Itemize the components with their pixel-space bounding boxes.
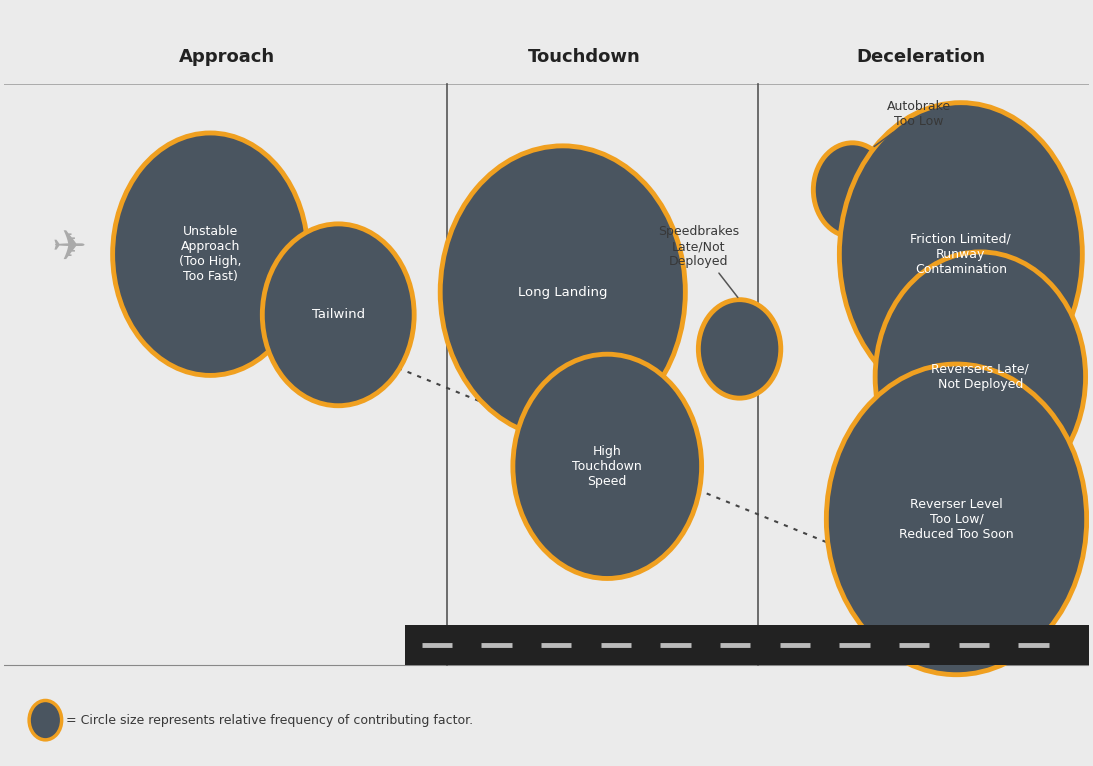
Text: Friction Limited/
Runway
Contamination: Friction Limited/ Runway Contamination: [910, 233, 1011, 276]
Ellipse shape: [813, 142, 892, 237]
Text: Unstable
Approach
(Too High,
Too Fast): Unstable Approach (Too High, Too Fast): [179, 225, 242, 283]
Text: Speedbrakes
Late/Not
Deployed: Speedbrakes Late/Not Deployed: [658, 225, 739, 297]
Text: Tailwind: Tailwind: [312, 308, 365, 321]
Ellipse shape: [875, 252, 1085, 502]
Text: Reversers Late/
Not Deployed: Reversers Late/ Not Deployed: [931, 363, 1030, 391]
Text: High
Touchdown
Speed: High Touchdown Speed: [573, 445, 642, 488]
Text: ✈: ✈: [51, 228, 86, 269]
Ellipse shape: [698, 300, 780, 398]
Text: Touchdown: Touchdown: [528, 48, 640, 66]
Ellipse shape: [30, 700, 61, 740]
Text: Reverser Level
Too Low/
Reduced Too Soon: Reverser Level Too Low/ Reduced Too Soon: [900, 498, 1014, 541]
Ellipse shape: [826, 364, 1086, 675]
Text: Approach: Approach: [178, 48, 274, 66]
Text: = Circle size represents relative frequency of contributing factor.: = Circle size represents relative freque…: [66, 714, 473, 727]
Bar: [406, 626, 1089, 665]
Ellipse shape: [440, 146, 685, 438]
Ellipse shape: [513, 354, 702, 578]
Ellipse shape: [113, 133, 308, 375]
Text: Long Landing: Long Landing: [518, 286, 608, 299]
Text: Autobrake
Too Low: Autobrake Too Low: [874, 100, 951, 146]
Text: Deceleration: Deceleration: [856, 48, 985, 66]
Ellipse shape: [262, 224, 414, 406]
Ellipse shape: [839, 103, 1082, 406]
